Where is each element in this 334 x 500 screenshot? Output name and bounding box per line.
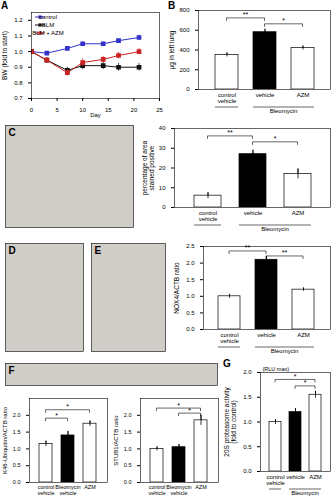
- svg-text:25: 25: [156, 107, 163, 113]
- svg-text:(RLU max): (RLU max): [263, 366, 290, 372]
- svg-text:*: *: [294, 373, 297, 380]
- svg-text:0.5: 0.5: [243, 444, 252, 450]
- svg-text:Day: Day: [90, 112, 101, 118]
- svg-text:20: 20: [159, 165, 166, 171]
- svg-text:200: 200: [179, 67, 190, 73]
- svg-text:0.0: 0.0: [124, 479, 132, 485]
- svg-text:*: *: [66, 403, 69, 410]
- svg-text:C: C: [9, 127, 16, 138]
- svg-text:**: **: [245, 244, 251, 251]
- svg-text:controlvehicle: controlvehicle: [148, 484, 165, 496]
- svg-text:*: *: [274, 135, 277, 142]
- svg-text:D: D: [9, 245, 16, 256]
- svg-text:AZM: AZM: [292, 210, 305, 216]
- svg-text:1.5: 1.5: [13, 429, 21, 435]
- svg-text:E: E: [95, 245, 102, 256]
- svg-text:0.7: 0.7: [14, 95, 23, 101]
- svg-text:1.1: 1.1: [14, 33, 23, 39]
- svg-text:400: 400: [179, 47, 190, 53]
- svg-text:percentage of areastained posi: percentage of areastained positive: [141, 140, 156, 195]
- svg-text:0.8: 0.8: [14, 80, 23, 86]
- svg-text:AZM: AZM: [297, 92, 310, 98]
- svg-text:Bleomycinvehicle: Bleomycinvehicle: [55, 484, 80, 496]
- svg-text:**: **: [282, 249, 288, 256]
- svg-text:1.2: 1.2: [14, 17, 23, 23]
- svg-text:800: 800: [179, 7, 190, 13]
- svg-text:1.0: 1.0: [186, 293, 195, 299]
- svg-text:2.0: 2.0: [186, 260, 195, 266]
- svg-text:*: *: [282, 17, 285, 24]
- svg-text:AZM: AZM: [309, 474, 322, 480]
- svg-text:Bleomycinvehicle: Bleomycinvehicle: [166, 484, 191, 496]
- svg-text:2.5: 2.5: [186, 243, 195, 249]
- svg-text:2.0: 2.0: [124, 412, 132, 418]
- svg-text:controlvehicle: controlvehicle: [37, 484, 54, 496]
- svg-text:Bleomycin: Bleomycin: [270, 108, 298, 114]
- svg-text:μg in left lung: μg in left lung: [168, 30, 176, 69]
- svg-text:vehicle: vehicle: [256, 92, 275, 98]
- svg-text:20: 20: [131, 107, 138, 113]
- svg-text:controlvehicle: controlvehicle: [266, 474, 285, 486]
- svg-text:F: F: [9, 365, 15, 376]
- svg-text:NOX4/ACTB ratio: NOX4/ACTB ratio: [173, 262, 180, 314]
- svg-text:Bleomycin: Bleomycin: [271, 348, 299, 354]
- svg-text:1.5: 1.5: [186, 277, 195, 283]
- html-text:G: G: [223, 358, 231, 369]
- svg-text:BLM + AZM: BLM + AZM: [32, 30, 64, 36]
- svg-text:vehicle: vehicle: [257, 332, 276, 338]
- svg-text:1.5: 1.5: [124, 429, 132, 435]
- svg-text:0.0: 0.0: [243, 468, 252, 474]
- svg-text:30: 30: [159, 145, 166, 151]
- svg-text:**: **: [243, 11, 249, 18]
- svg-text:0: 0: [186, 86, 190, 92]
- svg-text:AZM: AZM: [84, 484, 96, 490]
- svg-text:*: *: [188, 407, 191, 414]
- svg-text:*: *: [55, 412, 58, 419]
- svg-text:15: 15: [105, 107, 112, 113]
- svg-text:controlvehicle: controlvehicle: [199, 210, 218, 222]
- svg-text:BW (fold to start): BW (fold to start): [1, 31, 9, 80]
- svg-text:0.5: 0.5: [124, 462, 132, 468]
- svg-text:0: 0: [30, 107, 34, 113]
- svg-text:controlvehicle: controlvehicle: [218, 92, 237, 104]
- svg-text:BLM: BLM: [42, 22, 54, 28]
- svg-text:10: 10: [79, 107, 86, 113]
- svg-text:Bleomycin: Bleomycin: [261, 226, 289, 232]
- svg-text:600: 600: [179, 27, 190, 33]
- svg-text:0.0: 0.0: [186, 326, 195, 332]
- svg-text:10: 10: [159, 185, 166, 191]
- svg-text:0.9: 0.9: [14, 64, 23, 70]
- html-text:B: B: [168, 0, 176, 11]
- svg-text:0.5: 0.5: [13, 462, 21, 468]
- svg-text:Bleomycin: Bleomycin: [291, 490, 319, 496]
- svg-text:1.0: 1.0: [13, 446, 21, 452]
- svg-text:STUB1/ACTB ratio: STUB1/ACTB ratio: [113, 415, 119, 466]
- svg-text:K48-Ubiquitin/ACTB ratio: K48-Ubiquitin/ACTB ratio: [2, 406, 8, 474]
- svg-text:2.0: 2.0: [13, 412, 21, 418]
- svg-text:vehicle: vehicle: [244, 210, 263, 216]
- html-text:A: A: [1, 0, 9, 11]
- svg-text:5: 5: [55, 107, 59, 113]
- svg-text:1.0: 1.0: [124, 446, 132, 452]
- svg-text:*: *: [177, 402, 180, 409]
- svg-text:*: *: [304, 379, 307, 386]
- svg-text:1.5: 1.5: [243, 394, 252, 400]
- svg-text:AZM: AZM: [195, 484, 207, 490]
- svg-text:0.5: 0.5: [186, 310, 195, 316]
- svg-text:2.0: 2.0: [243, 369, 252, 375]
- svg-text:0: 0: [162, 204, 166, 210]
- svg-text:1.0: 1.0: [243, 419, 252, 425]
- svg-text:control: control: [39, 14, 57, 20]
- svg-text:40: 40: [159, 125, 166, 131]
- svg-text:1.0: 1.0: [14, 49, 23, 55]
- svg-text:vehicle: vehicle: [286, 474, 305, 480]
- svg-text:controlvehicle: controlvehicle: [220, 332, 239, 344]
- svg-text:20S proteasome activity(fold t: 20S proteasome activity(fold to control): [223, 387, 238, 457]
- svg-text:AZM: AZM: [297, 332, 310, 338]
- svg-text:0.0: 0.0: [13, 479, 21, 485]
- svg-text:**: **: [227, 129, 233, 136]
